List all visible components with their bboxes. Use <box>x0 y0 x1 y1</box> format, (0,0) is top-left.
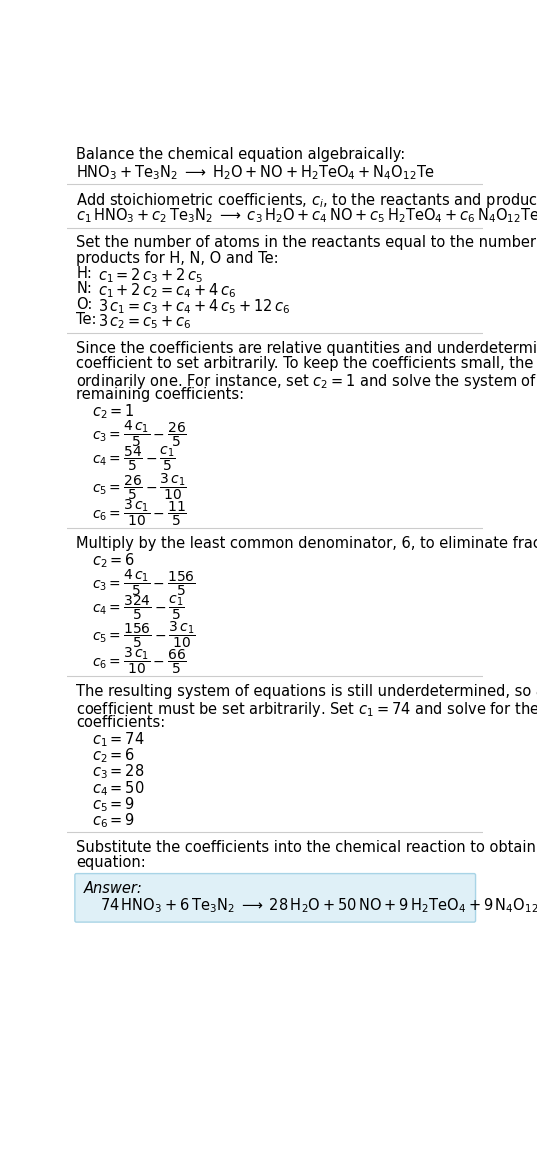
Text: $c_2 = 1$: $c_2 = 1$ <box>92 402 135 420</box>
Text: $c_2 = 6$: $c_2 = 6$ <box>92 551 135 569</box>
Text: equation:: equation: <box>76 855 146 870</box>
Text: $c_1 = 2\,c_3 + 2\,c_5$: $c_1 = 2\,c_3 + 2\,c_5$ <box>98 266 203 285</box>
Text: $c_4 = 50$: $c_4 = 50$ <box>92 779 144 797</box>
Text: The resulting system of equations is still underdetermined, so an additional: The resulting system of equations is sti… <box>76 684 537 699</box>
Text: $c_5 = \dfrac{156}{5} - \dfrac{3\,c_1}{10}$: $c_5 = \dfrac{156}{5} - \dfrac{3\,c_1}{1… <box>92 620 195 650</box>
Text: $c_3 = \dfrac{4\,c_1}{5} - \dfrac{26}{5}$: $c_3 = \dfrac{4\,c_1}{5} - \dfrac{26}{5}… <box>92 418 187 449</box>
Text: $c_6 = 9$: $c_6 = 9$ <box>92 811 135 829</box>
Text: Balance the chemical equation algebraically:: Balance the chemical equation algebraica… <box>76 147 405 162</box>
Text: Add stoichiometric coefficients, $c_i$, to the reactants and products:: Add stoichiometric coefficients, $c_i$, … <box>76 191 537 211</box>
Text: remaining coefficients:: remaining coefficients: <box>76 387 244 402</box>
Text: coefficients:: coefficients: <box>76 715 166 730</box>
Text: $c_5 = \dfrac{26}{5} - \dfrac{3\,c_1}{10}$: $c_5 = \dfrac{26}{5} - \dfrac{3\,c_1}{10… <box>92 471 187 501</box>
Text: $c_6 = \dfrac{3\,c_1}{10} - \dfrac{11}{5}$: $c_6 = \dfrac{3\,c_1}{10} - \dfrac{11}{5… <box>92 497 187 528</box>
Text: $\mathrm{HNO_3 + Te_3N_2 \;\longrightarrow\; H_2O + NO + H_2TeO_4 + N_4O_{12}Te}: $\mathrm{HNO_3 + Te_3N_2 \;\longrightarr… <box>76 162 436 182</box>
Text: ordinarily one. For instance, set $c_2 = 1$ and solve the system of equations fo: ordinarily one. For instance, set $c_2 =… <box>76 372 537 391</box>
FancyBboxPatch shape <box>75 873 476 922</box>
Text: $c_2 = 6$: $c_2 = 6$ <box>92 746 135 765</box>
Text: Set the number of atoms in the reactants equal to the number of atoms in the: Set the number of atoms in the reactants… <box>76 235 537 250</box>
Text: Te:: Te: <box>76 312 97 327</box>
Text: $c_1 = 74$: $c_1 = 74$ <box>92 730 144 749</box>
Text: $c_6 = \dfrac{3\,c_1}{10} - \dfrac{66}{5}$: $c_6 = \dfrac{3\,c_1}{10} - \dfrac{66}{5… <box>92 645 187 676</box>
Text: $c_4 = \dfrac{324}{5} - \dfrac{c_1}{5}$: $c_4 = \dfrac{324}{5} - \dfrac{c_1}{5}$ <box>92 593 185 622</box>
Text: $3\,c_2 = c_5 + c_6$: $3\,c_2 = c_5 + c_6$ <box>98 312 192 331</box>
Text: coefficient must be set arbitrarily. Set $c_1 = 74$ and solve for the remaining: coefficient must be set arbitrarily. Set… <box>76 699 537 719</box>
Text: $74\,\mathrm{HNO_3} + 6\,\mathrm{Te_3N_2} \;\longrightarrow\; 28\,\mathrm{H_2O} : $74\,\mathrm{HNO_3} + 6\,\mathrm{Te_3N_2… <box>100 896 537 916</box>
Text: $c_3 = \dfrac{4\,c_1}{5} - \dfrac{156}{5}$: $c_3 = \dfrac{4\,c_1}{5} - \dfrac{156}{5… <box>92 567 195 598</box>
Text: coefficient to set arbitrarily. To keep the coefficients small, the arbitrary va: coefficient to set arbitrarily. To keep … <box>76 356 537 371</box>
Text: $c_4 = \dfrac{54}{5} - \dfrac{c_1}{5}$: $c_4 = \dfrac{54}{5} - \dfrac{c_1}{5}$ <box>92 445 176 473</box>
Text: $3\,c_1 = c_3 + c_4 + 4\,c_5 + 12\,c_6$: $3\,c_1 = c_3 + c_4 + 4\,c_5 + 12\,c_6$ <box>98 297 290 316</box>
Text: $c_3 = 28$: $c_3 = 28$ <box>92 763 144 781</box>
Text: Answer:: Answer: <box>84 881 143 896</box>
Text: $c_1\, \mathrm{HNO_3} + c_2\, \mathrm{Te_3N_2} \;\longrightarrow\; c_3\, \mathrm: $c_1\, \mathrm{HNO_3} + c_2\, \mathrm{Te… <box>76 206 537 226</box>
Text: $c_5 = 9$: $c_5 = 9$ <box>92 795 135 813</box>
Text: Multiply by the least common denominator, 6, to eliminate fractional coefficient: Multiply by the least common denominator… <box>76 536 537 551</box>
Text: Substitute the coefficients into the chemical reaction to obtain the balanced: Substitute the coefficients into the che… <box>76 840 537 855</box>
Text: products for H, N, O and Te:: products for H, N, O and Te: <box>76 251 279 266</box>
Text: $c_1 + 2\,c_2 = c_4 + 4\,c_6$: $c_1 + 2\,c_2 = c_4 + 4\,c_6$ <box>98 281 236 301</box>
Text: H:: H: <box>76 266 92 281</box>
Text: N:: N: <box>76 281 92 296</box>
Text: Since the coefficients are relative quantities and underdetermined, choose a: Since the coefficients are relative quan… <box>76 341 537 356</box>
Text: O:: O: <box>76 297 93 312</box>
